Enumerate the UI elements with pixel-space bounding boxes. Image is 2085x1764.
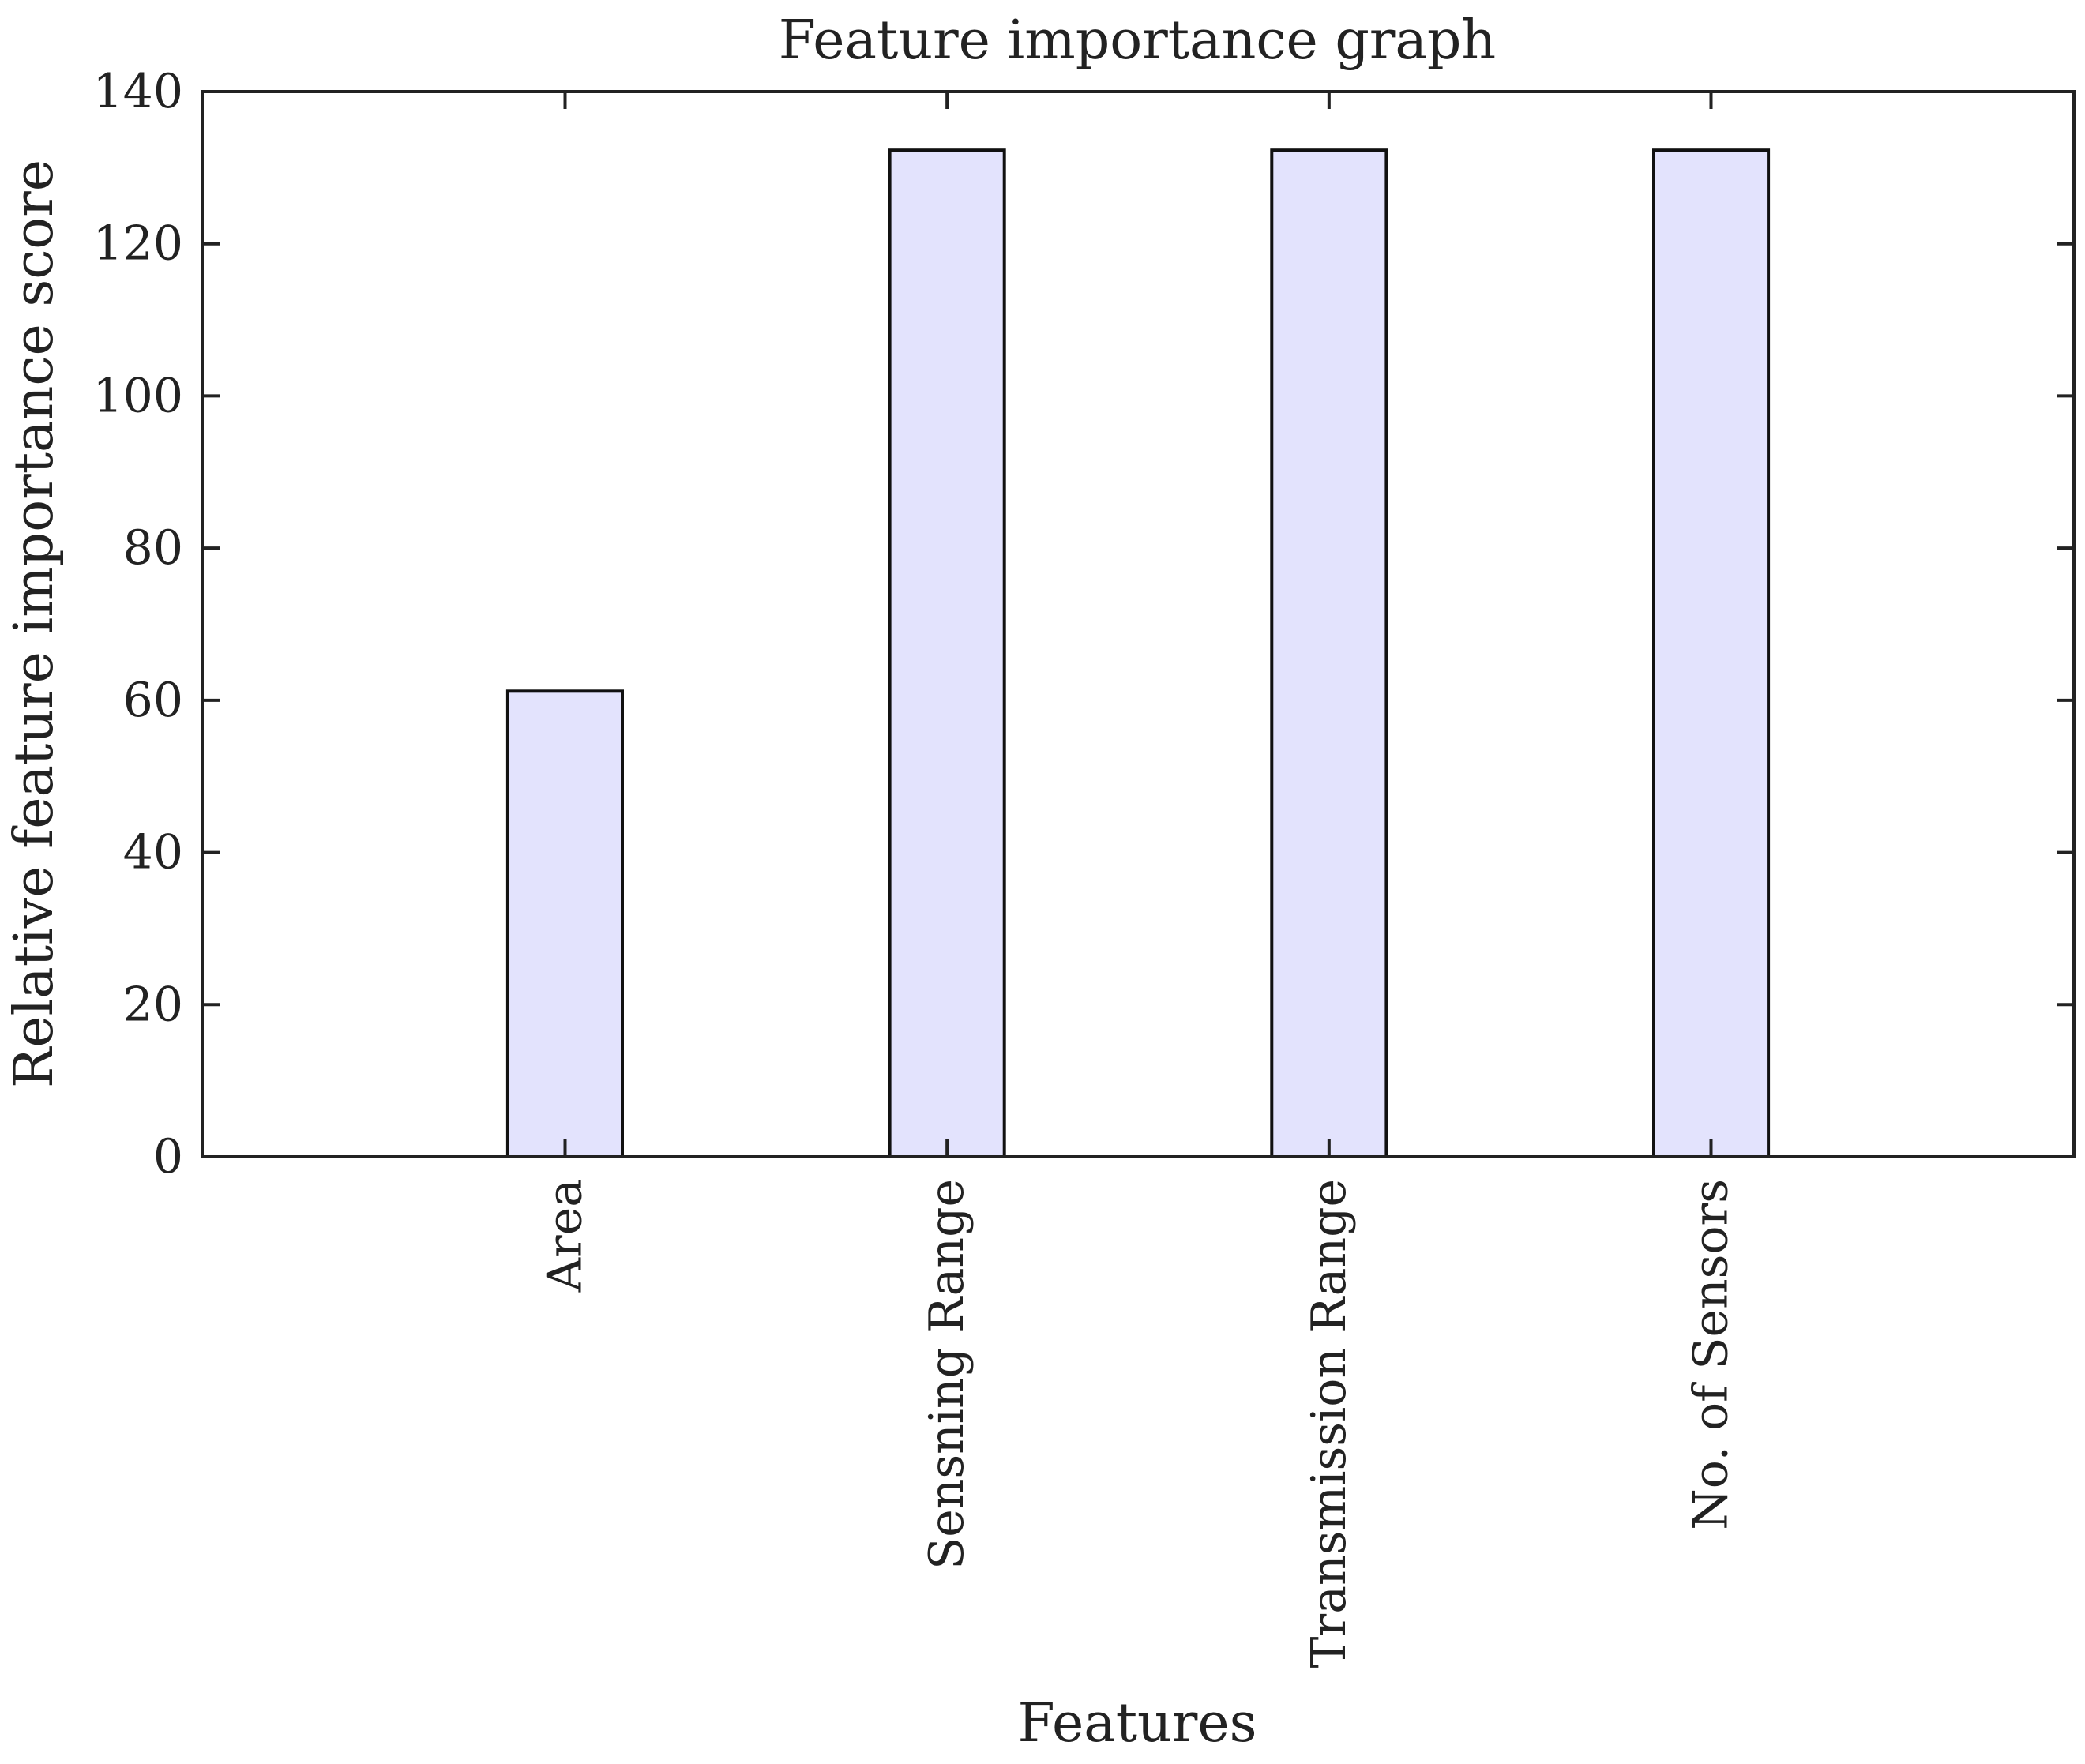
bar-4	[1652, 148, 1771, 1159]
x-axis: Area Sensning Range Transmission Range No. …	[538, 92, 1739, 1668]
x-category-label: Area	[538, 1179, 593, 1293]
y-tick-label: 140	[92, 64, 183, 119]
bars-group	[505, 148, 1771, 1159]
y-tick-label: 0	[153, 1129, 183, 1184]
y-tick-label: 100	[92, 368, 183, 423]
y-tick-label: 120	[92, 216, 183, 272]
x-category-label: Transmission Range	[1302, 1179, 1357, 1668]
plot-frame	[201, 90, 2076, 1158]
chart-title: Feature importance graph	[779, 9, 1496, 72]
bar-2	[888, 148, 1006, 1159]
x-category-label: Sensning Range	[919, 1179, 975, 1570]
y-tick-label: 20	[123, 977, 183, 1032]
y-tick-label: 80	[123, 520, 183, 576]
y-axis-label: Relative feature importance score	[3, 160, 66, 1088]
x-category-label: No. of Sensors	[1684, 1179, 1739, 1530]
x-axis-label: Features	[1017, 1692, 1257, 1755]
y-tick-label: 40	[123, 825, 183, 880]
y-tick-label: 60	[123, 673, 183, 728]
bar-1	[505, 689, 625, 1158]
y-axis: 0 20 40 60 80 100 120 140	[92, 64, 2074, 1184]
bar-3	[1270, 148, 1388, 1159]
